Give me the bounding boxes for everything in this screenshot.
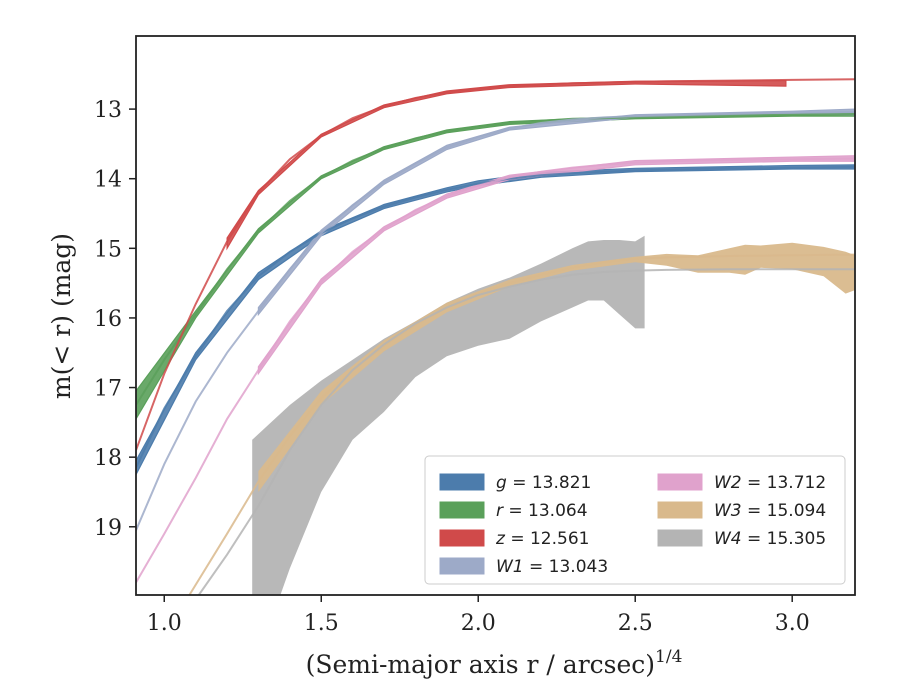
model-line-W4 — [197, 268, 855, 595]
legend-swatch-g — [439, 473, 485, 491]
band-W3 — [258, 242, 855, 492]
legend-label-r: r = 13.064 — [496, 501, 588, 521]
x-axis-label: (Semi-major axis r / arcsec)1/4 — [306, 647, 683, 679]
band-g — [136, 164, 855, 475]
model-line-W2 — [136, 157, 855, 584]
legend-swatch-W4 — [657, 529, 703, 547]
legend-label-W2: W2 = 13.712 — [714, 473, 826, 493]
y-tick-label: 19 — [94, 516, 122, 541]
legend-label-W4: W4 = 15.305 — [714, 529, 826, 549]
x-tick-label: 2.0 — [461, 611, 496, 636]
legend-swatch-W1 — [439, 557, 485, 575]
plot-frame — [135, 35, 856, 596]
y-tick-label: 13 — [94, 98, 122, 123]
model-line-g — [136, 165, 855, 469]
legend-box — [424, 455, 846, 585]
legend: g = 13.821 r = 13.064 z = 12.561 W1 = 13.04… — [424, 455, 846, 585]
model-line-z — [136, 78, 855, 451]
x-tick-label: 3.0 — [775, 611, 810, 636]
x-axis-label-superscript: 1/4 — [655, 647, 682, 667]
legend-label-g: g = 13.821 — [496, 473, 591, 493]
band-W1 — [257, 108, 855, 317]
legend-swatch-r — [439, 501, 485, 519]
x-tick-label: 1.0 — [147, 611, 182, 636]
legend-label-z: z = 12.561 — [495, 529, 589, 549]
legend-label-W3: W3 = 15.094 — [714, 501, 826, 521]
model-line-W3 — [188, 253, 855, 595]
legend-swatch-z — [439, 529, 485, 547]
model-lines — [136, 78, 855, 595]
model-line-r — [136, 113, 855, 406]
band-z — [226, 79, 787, 251]
x-tick-label: 2.5 — [618, 611, 653, 636]
y-axis-ticks: 13 14 15 16 17 18 19 — [94, 98, 136, 541]
x-axis-label-text: (Semi-major axis r / arcsec) — [306, 650, 655, 679]
y-tick-label: 16 — [94, 307, 122, 332]
x-tick-label: 1.5 — [304, 611, 339, 636]
y-axis-label: m(< r) (mag) — [47, 233, 76, 399]
y-tick-label: 18 — [94, 446, 122, 471]
legend-swatch-W2 — [657, 473, 703, 491]
y-tick-label: 17 — [94, 377, 122, 402]
x-axis-ticks: 1.0 1.5 2.0 2.5 3.0 — [147, 595, 810, 636]
y-tick-label: 15 — [94, 237, 122, 262]
model-line-W1 — [136, 110, 855, 531]
y-tick-label: 14 — [94, 168, 122, 193]
legend-label-W1: W1 = 13.043 — [496, 557, 608, 577]
legend-swatch-W3 — [657, 501, 703, 519]
